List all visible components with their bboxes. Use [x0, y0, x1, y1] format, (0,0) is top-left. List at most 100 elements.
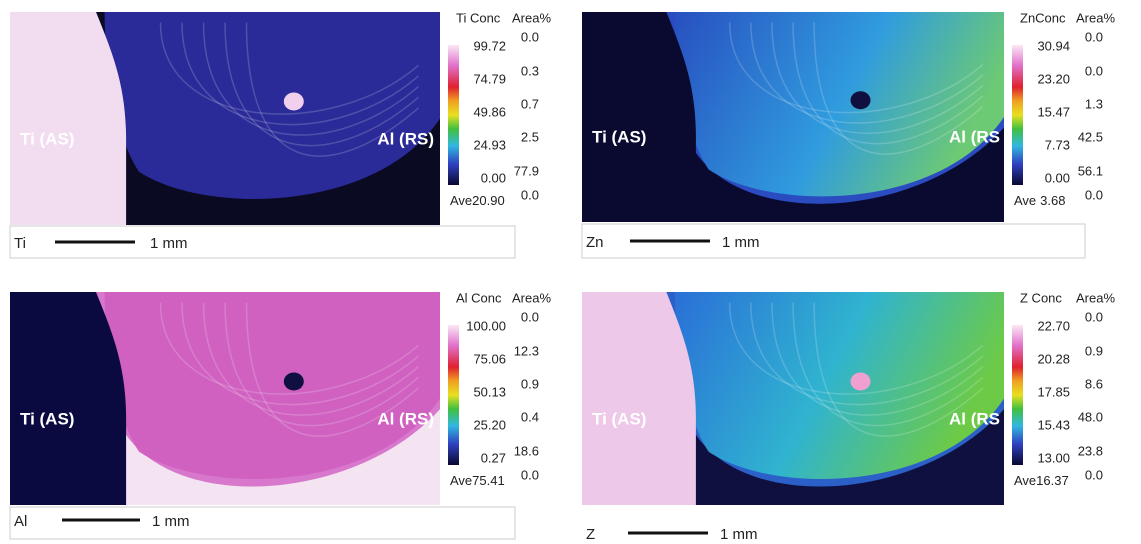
flow-ring: [159, 302, 419, 395]
particle: [283, 92, 304, 111]
area-value: 0.0: [1085, 187, 1103, 202]
flow-ring: [750, 302, 984, 406]
flow-ring: [813, 22, 984, 155]
area-value: 0.9: [1085, 343, 1103, 358]
area-value: 0.4: [521, 409, 539, 424]
left-label: Ti (AS): [592, 127, 646, 146]
area-value: 0.0: [1085, 309, 1103, 324]
flow-ring: [792, 302, 984, 427]
area-value: 56.1: [1078, 163, 1103, 178]
area-value: 0.9: [521, 376, 539, 391]
map-panel: Ti (AS) Al (RS ZnConc Area% 30.94 23.20 15.47 7…: [581, 10, 1115, 259]
flow-ring: [181, 302, 419, 406]
average-value: 3.68: [1040, 193, 1065, 208]
flow-ring: [728, 302, 984, 395]
conc-value: 7.73: [1045, 137, 1070, 152]
average-value: 20.90: [472, 193, 505, 208]
area-header: Area%: [512, 10, 551, 25]
color-bar: [1012, 45, 1023, 185]
left-label: Ti (AS): [20, 129, 74, 148]
stir-zone: [104, 292, 440, 480]
average: Ave 3.68: [1014, 193, 1065, 208]
area-value: 77.9: [514, 163, 539, 178]
flow-ring: [750, 22, 984, 124]
conc-value: 0.27: [481, 450, 506, 465]
map-panel: Ti (AS) Al (RS) Al Conc Area% 100.00 75.06 50.…: [9, 290, 551, 540]
conc-value: 15.43: [1037, 417, 1070, 432]
area-value: 0.7: [521, 96, 539, 111]
right-label: Al (RS): [377, 129, 434, 148]
left-label: Ti (AS): [592, 409, 646, 428]
average-label: Ave: [450, 193, 472, 208]
average: Ave16.37: [1014, 473, 1069, 488]
stir-zone: [674, 12, 1004, 197]
conc-value: 20.28: [1037, 351, 1070, 366]
flow-ring: [792, 22, 984, 145]
particle: [850, 372, 871, 391]
flow-ring: [771, 22, 984, 134]
element-label: Zn: [586, 234, 604, 251]
element-label: Ti: [14, 235, 26, 252]
average: Ave20.90: [450, 193, 505, 208]
particle: [283, 372, 304, 391]
conc-value: 15.47: [1037, 104, 1070, 119]
conc-value: 100.00: [466, 318, 506, 333]
flow-ring: [771, 302, 984, 416]
flow-ring: [728, 22, 984, 114]
right-label: Al (RS: [949, 127, 1000, 146]
conc-value: 23.20: [1037, 71, 1070, 86]
label-strip: [9, 506, 516, 540]
average-value: 16.37: [1036, 473, 1069, 488]
bottom-region: [687, 409, 1004, 505]
conc-value: 25.20: [473, 417, 506, 432]
area-value: 0.0: [1085, 29, 1103, 44]
conc-header: Al Conc: [456, 290, 502, 305]
flow-ring: [202, 22, 419, 136]
area-value: 23.8: [1078, 443, 1103, 458]
map-panel: Ti (AS) Al (RS Z Conc Area% 22.70 20.28 17.85 1…: [582, 290, 1115, 543]
area-value: 0.0: [521, 467, 539, 482]
area-value: 0.0: [1085, 467, 1103, 482]
average-label: Ave: [450, 473, 472, 488]
flow-ring: [245, 302, 419, 437]
stir-zone: [104, 12, 440, 199]
ti-side-region: [582, 292, 696, 505]
color-bar: [448, 325, 459, 465]
flow-ring: [245, 22, 419, 157]
area-header: Area%: [1076, 290, 1115, 305]
area-value: 2.5: [521, 129, 539, 144]
conc-value: 0.00: [481, 170, 506, 185]
average: Ave75.41: [450, 473, 505, 488]
particle: [850, 91, 871, 110]
area-header: Area%: [1076, 10, 1115, 25]
conc-value: 0.00: [1045, 170, 1070, 185]
element-label: Z: [586, 526, 595, 543]
conc-value: 50.13: [473, 384, 506, 399]
average-value: 75.41: [472, 473, 505, 488]
conc-value: 17.85: [1037, 384, 1070, 399]
left-label: Ti (AS): [20, 409, 74, 428]
right-label: Al (RS: [949, 409, 1000, 428]
conc-header: Z Conc: [1020, 290, 1062, 305]
bottom-region: [117, 129, 440, 225]
conc-header: ZnConc: [1020, 10, 1066, 25]
conc-value: 30.94: [1037, 38, 1070, 53]
right-label: Al (RS): [377, 409, 434, 428]
stir-zone: [674, 292, 1004, 480]
area-value: 0.0: [1085, 63, 1103, 78]
conc-value: 49.86: [473, 104, 506, 119]
area-value: 0.0: [521, 187, 539, 202]
flow-ring: [224, 302, 419, 427]
area-value: 48.0: [1078, 409, 1103, 424]
scale-label: 1 mm: [152, 513, 190, 530]
area-value: 0.0: [521, 309, 539, 324]
conc-value: 75.06: [473, 351, 506, 366]
average-label: Ave: [1014, 473, 1036, 488]
scale-label: 1 mm: [150, 235, 188, 252]
ti-side-region: [10, 12, 127, 225]
area-value: 18.6: [514, 443, 539, 458]
flow-ring: [224, 22, 419, 147]
area-value: 12.3: [514, 343, 539, 358]
conc-header: Ti Conc: [456, 10, 501, 25]
flow-ring: [159, 22, 419, 115]
